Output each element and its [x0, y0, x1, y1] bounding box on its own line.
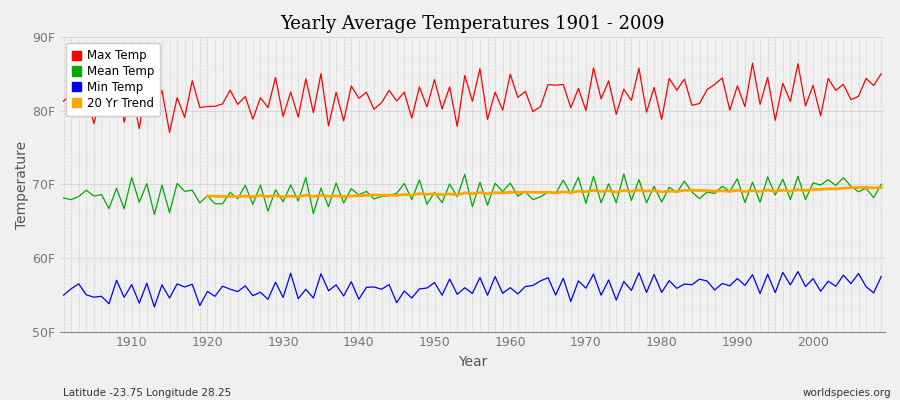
Max Temp [338, 118, 349, 123]
Min Temp [292, 296, 303, 301]
Line: 20 Yr Trend: 20 Yr Trend [207, 187, 881, 197]
Max Temp [58, 99, 69, 104]
Min Temp [338, 294, 349, 298]
Mean Temp [338, 201, 349, 206]
Text: worldspecies.org: worldspecies.org [803, 388, 891, 398]
Min Temp [603, 278, 614, 282]
Mean Temp [603, 181, 614, 186]
Line: Min Temp: Min Temp [64, 272, 881, 307]
Max Temp [747, 61, 758, 66]
Min Temp [58, 293, 69, 298]
Legend: Max Temp, Mean Temp, Min Temp, 20 Yr Trend: Max Temp, Mean Temp, Min Temp, 20 Yr Tre… [66, 43, 160, 116]
Min Temp [119, 295, 130, 300]
Text: Latitude -23.75 Longitude 28.25: Latitude -23.75 Longitude 28.25 [63, 388, 231, 398]
Y-axis label: Temperature: Temperature [15, 140, 29, 228]
Mean Temp [119, 206, 130, 211]
Max Temp [603, 78, 614, 83]
20 Yr Trend [202, 194, 212, 198]
Mean Temp [292, 198, 303, 203]
Max Temp [164, 130, 175, 135]
20 Yr Trend [770, 189, 780, 194]
Mean Temp [58, 196, 69, 200]
20 Yr Trend [876, 185, 886, 190]
Max Temp [505, 72, 516, 77]
Line: Max Temp: Max Temp [64, 63, 881, 132]
20 Yr Trend [292, 194, 303, 199]
Min Temp [149, 304, 160, 309]
Min Temp [793, 269, 804, 274]
Min Temp [876, 274, 886, 279]
Max Temp [119, 120, 130, 125]
Min Temp [512, 292, 523, 296]
20 Yr Trend [679, 188, 689, 193]
Max Temp [292, 115, 303, 120]
20 Yr Trend [785, 189, 796, 194]
Min Temp [505, 285, 516, 290]
Mean Temp [618, 172, 629, 176]
X-axis label: Year: Year [458, 355, 487, 369]
Line: Mean Temp: Mean Temp [64, 174, 881, 214]
Mean Temp [876, 182, 886, 187]
20 Yr Trend [301, 193, 311, 198]
20 Yr Trend [853, 185, 864, 190]
Title: Yearly Average Temperatures 1901 - 2009: Yearly Average Temperatures 1901 - 2009 [280, 15, 664, 33]
Mean Temp [149, 212, 160, 217]
Mean Temp [512, 194, 523, 198]
Max Temp [876, 71, 886, 76]
20 Yr Trend [860, 185, 871, 190]
Max Temp [512, 95, 523, 100]
Mean Temp [505, 181, 516, 186]
20 Yr Trend [414, 191, 425, 196]
